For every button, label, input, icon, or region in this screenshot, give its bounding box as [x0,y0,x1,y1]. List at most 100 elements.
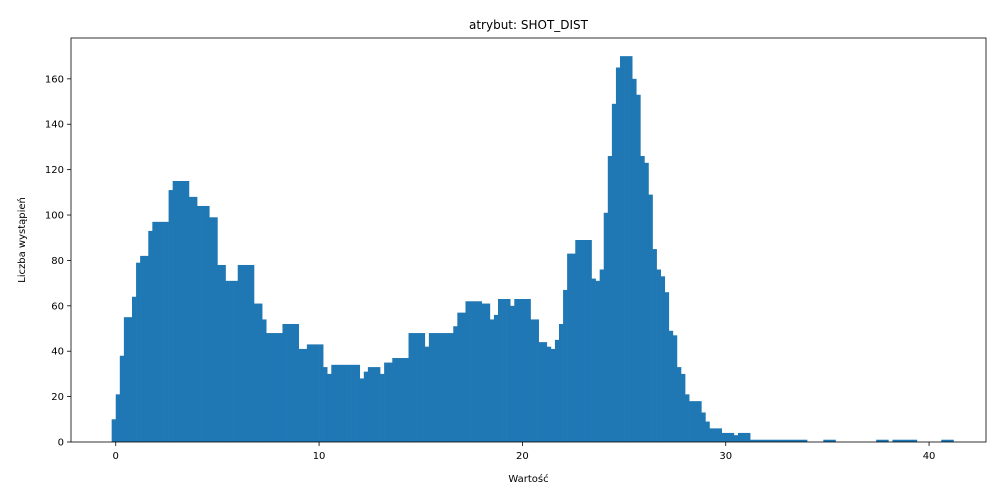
histogram-bar [392,358,397,442]
histogram-bar [473,301,478,442]
histogram-bar [831,439,836,442]
histogram-bar [660,276,666,442]
histogram-bar [343,364,348,442]
histogram-bar [176,180,182,443]
histogram-bar [449,333,454,442]
histogram-bar [644,162,649,442]
plot-frame [70,37,987,443]
histogram-bar [213,217,218,442]
histogram-bar [241,264,247,442]
histogram-bar [441,333,446,442]
histogram-bar [197,205,202,442]
histogram-bar [339,364,344,442]
histogram-bar [396,358,401,442]
histogram-bar [302,348,308,442]
histogram-bar [477,301,483,442]
y-tick-label: 120 [45,165,64,176]
histogram-bar [359,378,365,442]
histogram-bar [750,439,755,442]
histogram-bar [493,314,499,442]
histogram-bar [790,439,796,442]
histogram-bar [693,401,698,442]
histogram-bar [355,364,361,442]
histogram-bar [319,344,324,442]
y-tick-label: 20 [51,392,64,403]
histogram-bar [607,156,613,442]
histogram-bar [563,289,568,442]
histogram-bar [310,344,316,442]
histogram-bar [656,269,661,442]
histogram-bar [371,367,377,442]
histogram-bar [554,339,560,442]
y-tick-label: 100 [45,211,64,222]
histogram-bar [388,362,393,442]
histogram-bar [376,367,381,442]
histogram-bar [201,205,206,442]
histogram-bar [892,439,897,442]
histogram-bar [294,323,300,442]
histogram-bar [640,156,645,442]
histogram-bar [579,240,584,442]
histogram-bar [705,421,710,442]
histogram-bar [823,439,828,442]
histogram-bar [367,367,373,442]
histogram-bar [681,373,686,442]
histogram-bar [697,401,702,442]
histogram-bar [172,180,178,443]
histogram-bar [270,333,275,442]
y-tick-label: 140 [45,120,64,131]
histogram-bar [327,373,332,442]
histogram-bar [221,264,226,442]
histogram-bar [335,364,340,442]
y-tick-label: 40 [51,347,64,358]
histogram-bar [676,367,682,442]
x-axis-ticks: 0 10 20 30 40 [113,442,935,462]
histogram-bar [111,419,117,442]
histogram-bar [583,240,588,442]
histogram-bar [880,439,885,442]
histogram-bar [290,323,295,442]
histogram-bar [380,373,385,442]
histogram-bar [347,364,352,442]
histogram-bar [144,255,149,442]
histogram-bar [502,299,507,442]
histogram-bar [754,439,759,442]
histogram-bar [534,319,539,442]
histogram-bar [237,264,243,442]
histogram-bar [672,335,678,442]
histogram-bar [152,221,157,442]
histogram-bar [188,196,194,442]
histogram-bar [323,367,328,442]
x-tick-label: 0 [113,451,119,462]
y-tick-label: 160 [45,74,64,85]
histogram-bar [315,344,320,442]
histogram-bar [119,355,125,442]
histogram-bar [530,319,535,442]
histogram-bar [685,394,690,442]
histogram-bar [254,303,259,442]
histogram-bar [148,230,153,442]
histogram-bar [258,303,263,442]
histogram-bar [485,303,491,442]
histogram-bar [298,348,304,442]
histogram-bar [546,346,552,442]
histogram-bar [603,212,609,442]
histogram-bar [132,296,137,442]
histogram-bar [184,180,190,443]
histogram-bar [437,333,442,442]
histogram-bar [746,432,751,442]
histogram-bar [827,439,832,442]
x-tick-label: 20 [516,451,529,462]
histogram-bar [884,439,889,442]
histogram-bar [794,439,800,442]
histogram-bar [481,303,487,442]
histogram-bar [770,439,775,442]
histogram-bar [599,269,605,442]
histogram-bar [896,439,901,442]
x-tick-label: 30 [719,451,732,462]
histogram-bar [701,412,706,442]
histogram-bar [420,333,426,442]
histogram-bar [136,262,141,442]
histogram-bar [384,362,389,442]
